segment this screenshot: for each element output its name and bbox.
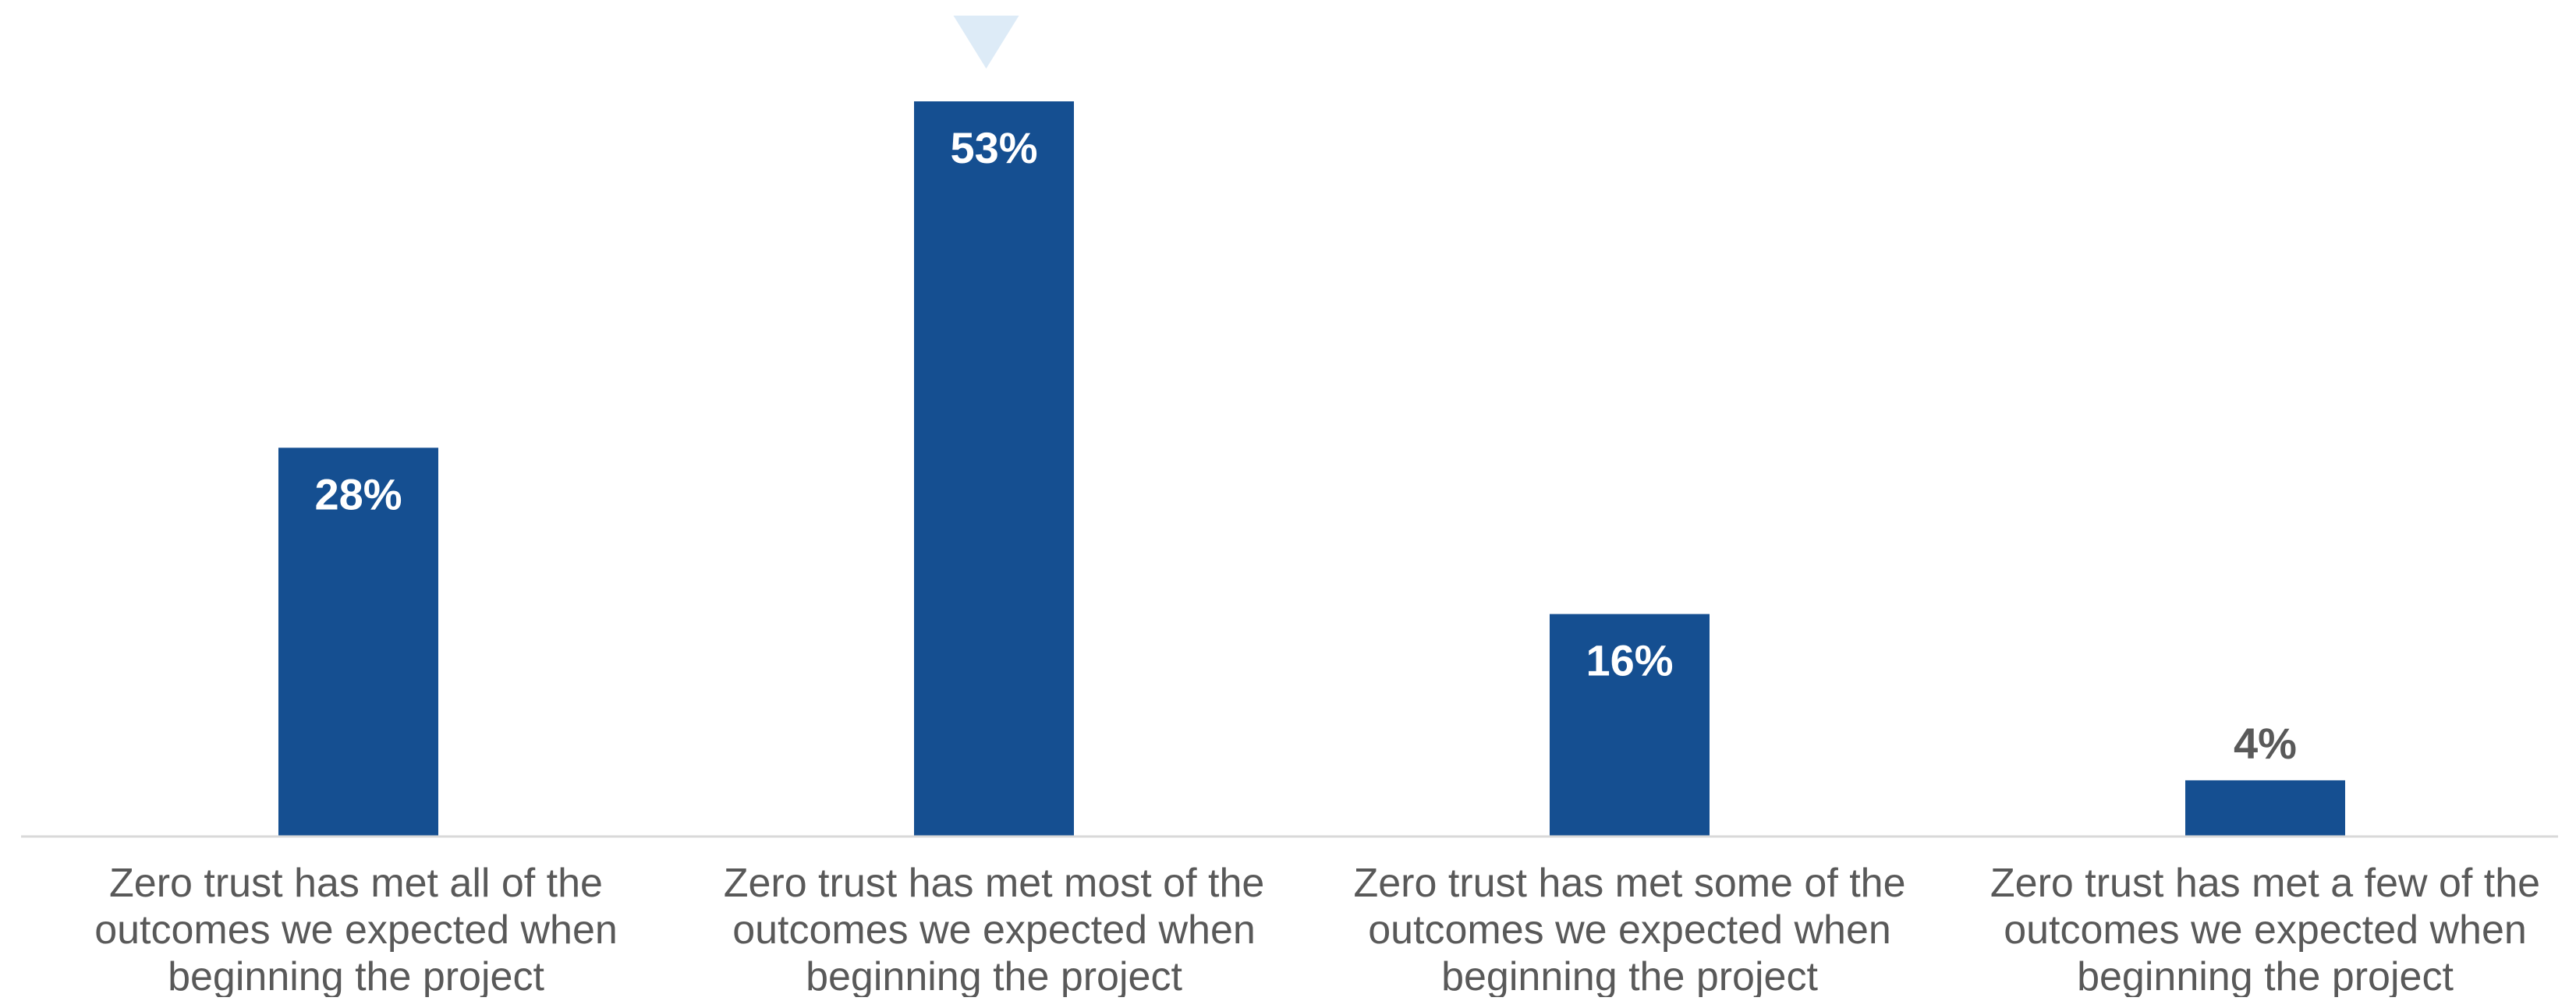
category-label-2: Zero trust has met most of the outcomes w… bbox=[724, 861, 1265, 997]
category-labels-layer: Zero trust has met all of the outcomes we… bbox=[94, 861, 2540, 999]
data-label-2: 53% bbox=[950, 123, 1037, 172]
data-label-4: 4% bbox=[2234, 719, 2297, 768]
category-label-3: Zero trust has met some of the outcomes w… bbox=[1353, 861, 1905, 997]
bar-1 bbox=[278, 447, 438, 836]
bar-4 bbox=[2185, 780, 2345, 836]
data-label-3: 16% bbox=[1586, 636, 1673, 685]
category-label-4: Zero trust has met a few of the outcomes … bbox=[1990, 861, 2540, 997]
data-label-1: 28% bbox=[314, 469, 402, 518]
bar-3 bbox=[1550, 614, 1710, 836]
category-label-1: Zero trust has met all of the outcomes we… bbox=[94, 861, 618, 997]
bars-layer bbox=[278, 101, 2345, 836]
data-labels-layer: 28% 53% 16% 4% bbox=[314, 123, 2297, 768]
bar-2 bbox=[914, 101, 1074, 836]
highlight-marker-icon bbox=[953, 16, 1019, 69]
highlight-marker-layer bbox=[953, 16, 1019, 69]
